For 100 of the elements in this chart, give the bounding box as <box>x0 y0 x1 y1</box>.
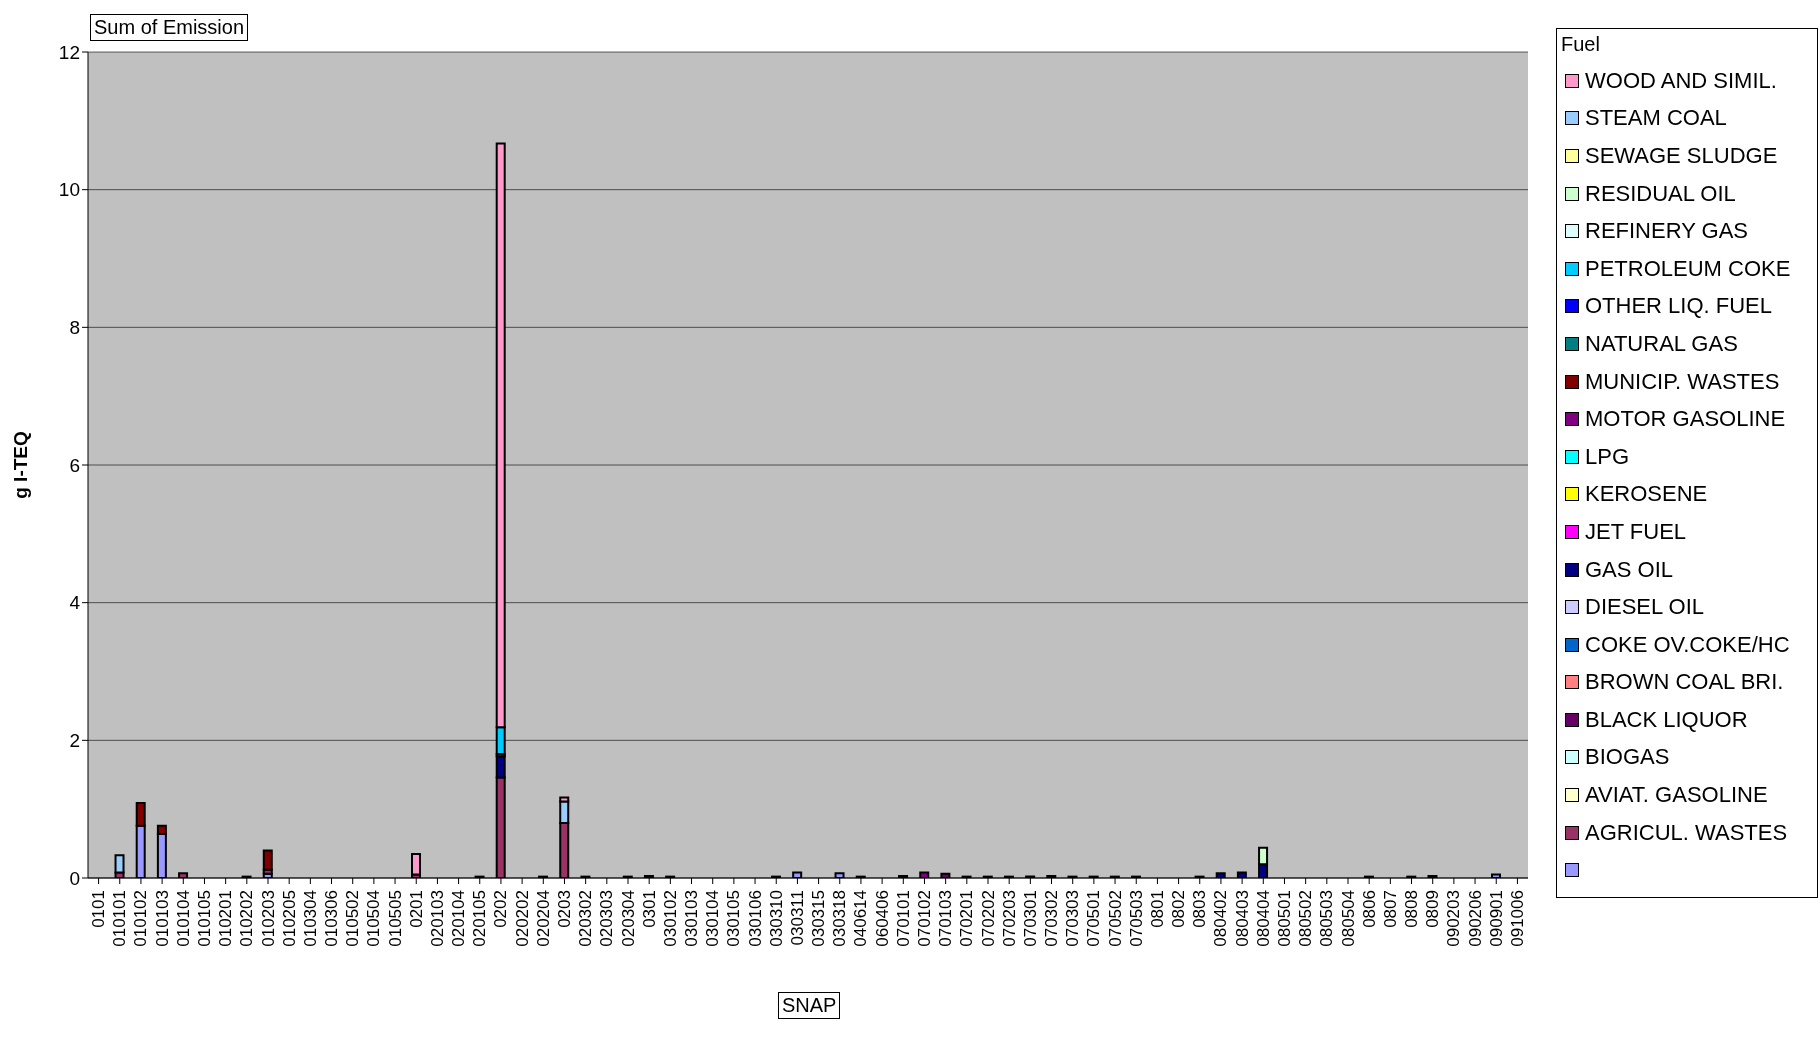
x-tick-label: 020304 <box>618 890 638 947</box>
x-tick-label: 090901 <box>1486 890 1506 947</box>
x-tick-label: 010306 <box>322 890 342 947</box>
x-tick-label: 0202 <box>491 890 511 928</box>
y-tick-label: 12 <box>58 41 80 63</box>
x-tick-label: 010304 <box>300 890 320 947</box>
x-tick-label: 030318 <box>830 890 850 947</box>
x-tick-label: 070203 <box>999 890 1019 947</box>
legend-label: DIESEL OIL <box>1585 594 1705 621</box>
legend-label: OTHER LIQ. FUEL <box>1585 293 1773 320</box>
x-tick-label: 010102 <box>131 890 151 947</box>
x-tick-label: 070501 <box>1084 890 1104 947</box>
x-tick-label: 0802 <box>1169 890 1189 928</box>
legend-label: SEWAGE SLUDGE <box>1585 142 1778 169</box>
x-tick-label: 020204 <box>533 890 553 947</box>
x-tick-label: 010205 <box>279 890 299 947</box>
y-axis-title: g I-TEQ <box>9 431 31 499</box>
x-tick-label: 0203 <box>554 890 574 928</box>
x-tick-label: 080501 <box>1274 890 1294 947</box>
x-tick-label: 010203 <box>258 890 278 947</box>
x-tick-label: 080404 <box>1253 890 1273 947</box>
x-tick-label: 030106 <box>745 890 765 947</box>
x-tick-label: 0809 <box>1423 890 1443 928</box>
x-tick-label: 080502 <box>1296 890 1316 947</box>
legend-label: PETROLEUM COKE <box>1585 255 1791 282</box>
x-tick-label: 060406 <box>872 890 892 947</box>
legend-label: LPG <box>1585 443 1630 470</box>
x-tick-label: 040614 <box>851 890 871 947</box>
legend-label: RESIDUAL OIL <box>1585 180 1736 207</box>
x-tick-label: 030315 <box>809 890 829 947</box>
legend-label: AGRICUL. WASTES <box>1585 819 1788 846</box>
chart-title: Sum of Emission <box>90 14 249 41</box>
x-tick-label: 010502 <box>343 890 363 947</box>
legend-label: BLACK LIQUOR <box>1585 706 1748 733</box>
x-tick-label: 010104 <box>173 890 193 947</box>
legend-label: COKE OV.COKE/HC <box>1585 631 1790 658</box>
x-axis-title: SNAP <box>778 992 841 1019</box>
y-tick-label: 0 <box>69 867 80 889</box>
x-tick-label: 010101 <box>110 890 130 947</box>
legend-title: Fuel <box>1561 33 1601 56</box>
x-tick-label: 0301 <box>639 890 659 928</box>
legend-label: JET FUEL <box>1585 518 1687 545</box>
legend-label: WOOD AND SIMIL. <box>1585 67 1777 94</box>
x-tick-label: 080504 <box>1338 890 1358 947</box>
legend-label: MOTOR GASOLINE <box>1585 406 1786 433</box>
x-tick-label: 080402 <box>1211 890 1231 947</box>
x-tick-label: 0807 <box>1380 890 1400 928</box>
x-tick-label: 020302 <box>576 890 596 947</box>
x-tick-label: 030102 <box>660 890 680 947</box>
x-tick-label: 080503 <box>1317 890 1337 947</box>
legend-label: AVIAT. GASOLINE <box>1585 782 1768 809</box>
x-tick-label: 070201 <box>957 890 977 947</box>
legend-label: GAS OIL <box>1585 556 1674 583</box>
x-tick-label: 070502 <box>1105 890 1125 947</box>
x-tick-label: 020105 <box>470 890 490 947</box>
x-tick-label: 070101 <box>893 890 913 947</box>
x-tick-label: 080403 <box>1232 890 1252 947</box>
x-tick-label: 0101 <box>89 890 109 928</box>
x-tick-label: 070303 <box>1063 890 1083 947</box>
x-tick-label: 030310 <box>766 890 786 947</box>
x-tick-label: 0808 <box>1402 890 1422 928</box>
legend-label: MUNICIP. WASTES <box>1585 368 1780 395</box>
x-tick-label: 070202 <box>978 890 998 947</box>
y-tick-label: 2 <box>69 730 80 752</box>
x-tick-label: 070103 <box>936 890 956 947</box>
x-tick-label: 091006 <box>1507 890 1527 947</box>
y-tick-label: 8 <box>69 317 80 339</box>
x-tick-label: 020104 <box>449 890 469 947</box>
x-tick-label: 0201 <box>406 890 426 928</box>
x-tick-label: 030104 <box>703 890 723 947</box>
x-tick-label: 010202 <box>237 890 257 947</box>
x-tick-label: 0803 <box>1190 890 1210 928</box>
legend-label: REFINERY GAS <box>1585 218 1749 245</box>
x-tick-label: 020202 <box>512 890 532 947</box>
y-tick-label: 10 <box>58 179 80 201</box>
x-tick-label: 010103 <box>152 890 172 947</box>
legend-label: KEROSENE <box>1585 481 1708 508</box>
y-tick-label: 6 <box>69 454 80 476</box>
x-tick-label: 090203 <box>1444 890 1464 947</box>
x-tick-label: 030103 <box>682 890 702 947</box>
x-tick-label: 010505 <box>385 890 405 947</box>
x-tick-label: 0806 <box>1359 890 1379 928</box>
x-tick-label: 090206 <box>1465 890 1485 947</box>
x-tick-label: 010105 <box>194 890 214 947</box>
x-tick-label: 010201 <box>216 890 236 947</box>
x-tick-label: 030105 <box>724 890 744 947</box>
x-tick-label: 070102 <box>914 890 934 947</box>
x-tick-label: 020303 <box>597 890 617 947</box>
legend-label: STEAM COAL <box>1585 105 1727 132</box>
legend-label: BIOGAS <box>1585 744 1670 771</box>
x-tick-label: 0801 <box>1147 890 1167 928</box>
y-tick-label: 4 <box>69 592 81 614</box>
legend-label: NATURAL GAS <box>1585 330 1738 357</box>
x-tick-label: 070302 <box>1042 890 1062 947</box>
x-tick-label: 030311 <box>787 890 807 946</box>
x-tick-label: 070503 <box>1126 890 1146 947</box>
x-tick-label: 010504 <box>364 890 384 947</box>
x-tick-label: 020103 <box>427 890 447 947</box>
x-tick-label: 070301 <box>1020 890 1040 947</box>
legend-label: BROWN COAL BRI. <box>1585 669 1784 696</box>
